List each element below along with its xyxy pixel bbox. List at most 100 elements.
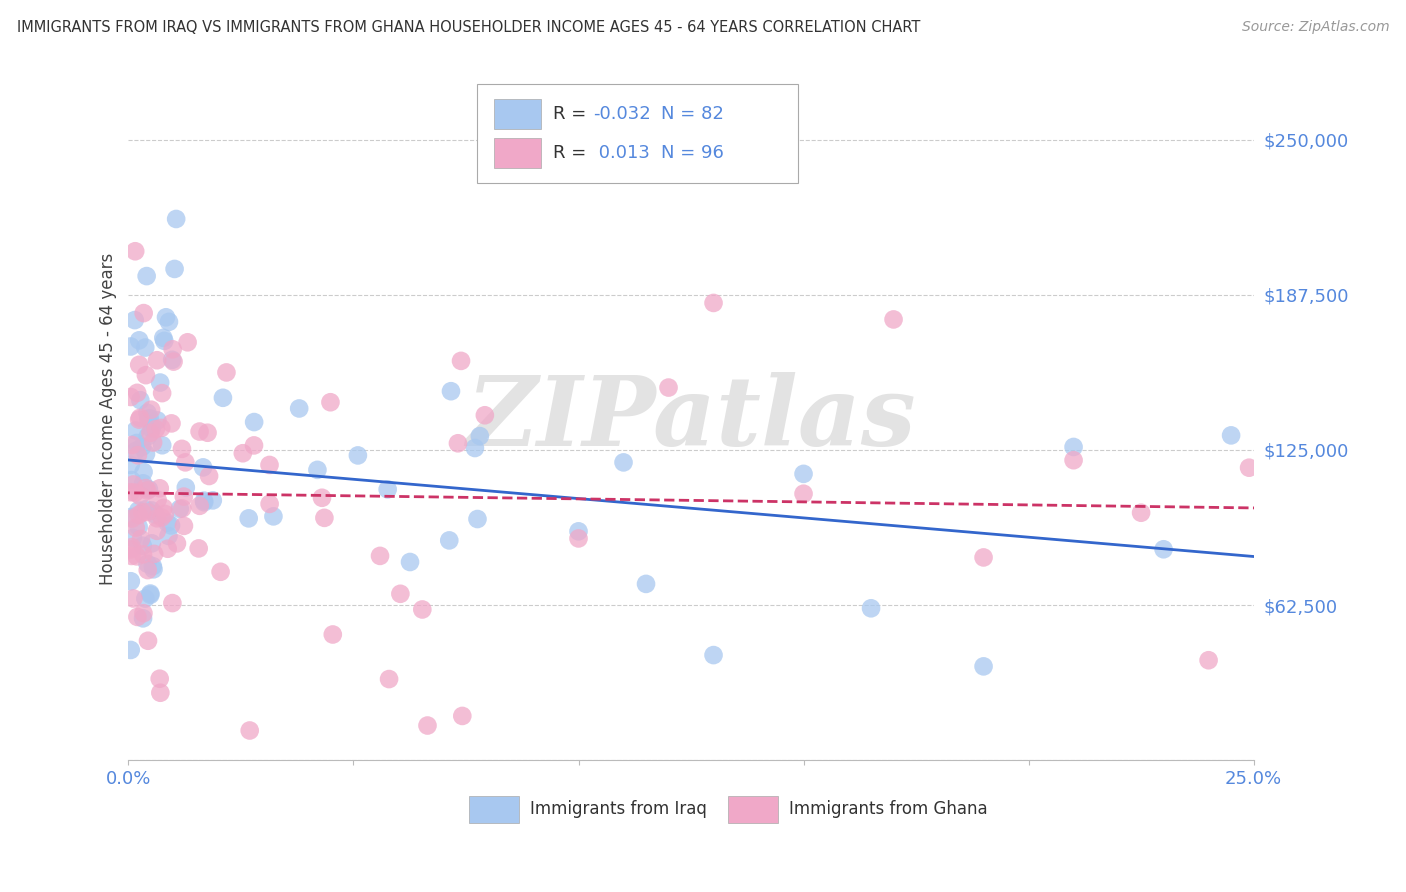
Point xyxy=(138,411,160,425)
Point xyxy=(129,410,152,425)
Point xyxy=(468,429,491,443)
Point xyxy=(120,643,142,657)
Point xyxy=(125,521,148,535)
FancyBboxPatch shape xyxy=(728,797,778,823)
Point xyxy=(134,591,156,606)
Point xyxy=(132,306,155,320)
Point xyxy=(166,536,188,550)
Point xyxy=(311,491,333,505)
Point xyxy=(162,596,184,610)
Text: Immigrants from Ghana: Immigrants from Ghana xyxy=(789,800,987,819)
Point xyxy=(163,262,186,277)
Point xyxy=(121,473,143,487)
Point xyxy=(141,402,163,417)
Point xyxy=(439,533,461,548)
FancyBboxPatch shape xyxy=(494,99,541,128)
Point xyxy=(146,353,169,368)
Text: IMMIGRANTS FROM IRAQ VS IMMIGRANTS FROM GHANA HOUSEHOLDER INCOME AGES 45 - 64 YE: IMMIGRANTS FROM IRAQ VS IMMIGRANTS FROM … xyxy=(17,20,921,35)
Point xyxy=(120,510,142,524)
Point xyxy=(125,424,148,438)
Point xyxy=(188,499,211,513)
Point xyxy=(134,341,156,355)
Point xyxy=(152,331,174,345)
Point xyxy=(135,502,157,516)
Point xyxy=(142,559,165,574)
Point xyxy=(160,417,183,431)
Point xyxy=(157,315,180,329)
Point xyxy=(243,415,266,429)
Point xyxy=(193,495,215,509)
Point xyxy=(122,591,145,606)
Point xyxy=(128,412,150,426)
Point xyxy=(239,723,262,738)
Point xyxy=(124,313,146,327)
Point xyxy=(173,490,195,504)
Point xyxy=(173,519,195,533)
Point xyxy=(1130,506,1153,520)
Point xyxy=(149,672,172,686)
Point xyxy=(368,549,391,563)
Point xyxy=(136,505,159,519)
Point xyxy=(162,343,184,357)
Point xyxy=(142,435,165,450)
Point xyxy=(389,587,412,601)
Point xyxy=(215,366,238,380)
Point xyxy=(125,443,148,458)
Point xyxy=(188,425,211,439)
Point xyxy=(973,550,995,565)
Point xyxy=(128,508,150,522)
Point xyxy=(125,436,148,450)
Point xyxy=(440,384,463,399)
Point xyxy=(132,606,155,620)
Point xyxy=(262,509,284,524)
Point xyxy=(174,480,197,494)
Point xyxy=(141,536,163,550)
Point xyxy=(474,409,496,423)
Point xyxy=(136,557,159,571)
Text: 0.013: 0.013 xyxy=(593,144,650,161)
Point xyxy=(143,547,166,561)
Point xyxy=(612,455,634,469)
Point xyxy=(193,493,215,508)
Point xyxy=(447,436,470,450)
Point xyxy=(1237,460,1260,475)
Point xyxy=(141,422,163,436)
Point xyxy=(1198,653,1220,667)
Point xyxy=(156,516,179,530)
FancyBboxPatch shape xyxy=(470,797,519,823)
Point xyxy=(160,352,183,367)
Point xyxy=(416,718,439,732)
Point xyxy=(197,425,219,440)
FancyBboxPatch shape xyxy=(477,84,799,183)
Point xyxy=(121,540,143,554)
Point xyxy=(138,483,160,497)
Point xyxy=(139,586,162,600)
Point xyxy=(135,481,157,495)
Point xyxy=(399,555,422,569)
Point xyxy=(347,449,370,463)
Point xyxy=(567,532,589,546)
Point xyxy=(172,501,194,516)
Text: Source: ZipAtlas.com: Source: ZipAtlas.com xyxy=(1241,20,1389,34)
Point xyxy=(121,438,143,452)
Point xyxy=(156,541,179,556)
Point xyxy=(174,455,197,469)
Text: R =: R = xyxy=(553,104,592,122)
Point xyxy=(149,481,172,495)
Point xyxy=(139,425,162,440)
Point xyxy=(150,438,173,452)
Point xyxy=(142,562,165,576)
Point xyxy=(135,269,157,284)
Point xyxy=(124,485,146,500)
Point xyxy=(125,549,148,564)
Point xyxy=(1153,542,1175,557)
Point xyxy=(212,391,235,405)
Point xyxy=(128,334,150,348)
Point xyxy=(146,492,169,507)
Point xyxy=(132,539,155,553)
Point xyxy=(322,627,344,641)
Point xyxy=(120,390,142,404)
Point xyxy=(319,395,342,409)
Point xyxy=(209,565,232,579)
Text: R =: R = xyxy=(553,144,592,161)
